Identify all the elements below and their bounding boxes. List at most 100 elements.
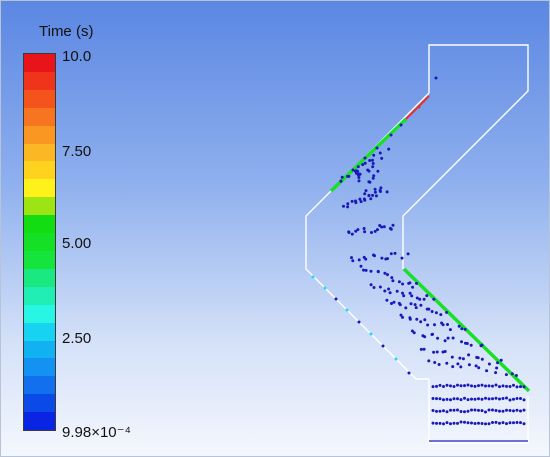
particle [369,332,373,336]
particle [362,197,366,201]
particle [452,397,456,401]
particle [339,179,343,183]
particle [413,303,417,307]
particle [419,347,423,351]
particle [378,151,382,155]
particle [375,146,379,150]
particle [508,421,512,425]
particle [342,204,345,208]
color-band [24,125,55,144]
particle [409,302,413,306]
particle [364,257,368,261]
particle [459,365,463,369]
particle [438,421,442,425]
contact-belts [329,95,531,393]
particle [522,385,526,389]
particle [389,252,393,256]
particle [470,408,473,412]
particle [480,383,484,387]
particle [351,259,355,263]
particle [495,366,499,370]
particle [379,186,383,190]
particle [456,421,459,425]
particle [311,275,315,279]
particle [435,350,439,354]
particle [389,227,393,231]
color-band [24,233,55,251]
particle [458,356,462,360]
particle [431,332,434,336]
particle [410,294,414,298]
particle [425,307,429,311]
particle [456,408,459,412]
color-band [24,250,55,269]
particle [499,358,503,362]
particle [390,276,394,280]
particle [425,294,429,298]
particle [445,421,449,425]
particle [437,363,441,366]
particle [477,408,480,412]
particle [466,409,470,413]
particle [480,357,484,361]
particle [512,421,515,425]
particle [467,363,471,367]
particle [354,229,358,233]
upper-belt-red-segment [405,95,430,120]
particle [372,253,375,257]
particle [435,409,438,413]
particle [371,158,374,162]
particle [362,227,366,230]
particle [463,396,466,400]
particle [350,256,353,260]
particle [515,408,519,412]
particle [369,283,373,287]
particle [473,397,477,401]
particle [452,385,456,388]
particle [363,230,367,234]
particle [435,397,438,401]
particle [366,168,370,172]
particle [505,396,508,400]
particle [463,410,466,414]
color-band [24,197,55,216]
particle [512,397,515,401]
color-band [24,304,55,323]
particle [480,422,484,425]
particle [498,409,501,413]
particle [404,306,408,310]
particle [442,422,445,426]
particle [442,385,445,388]
particle [463,384,466,388]
particle [515,421,519,424]
chute-outline-left [305,92,430,380]
particle [451,336,455,340]
particle [451,365,455,369]
particle [463,420,466,424]
particle [402,294,406,298]
particle [448,328,452,332]
particle [401,282,405,286]
particle [433,323,436,327]
particle [446,336,450,340]
particle [480,397,484,401]
particle [346,202,350,206]
particle [391,223,395,227]
particle [386,257,389,261]
particle [508,385,512,388]
particle [484,384,487,388]
particle [369,269,373,273]
particle [381,344,385,348]
particle [430,310,434,313]
particle [334,297,338,301]
particle [399,313,403,317]
particle [361,163,365,167]
color-band [24,286,55,305]
particle [491,408,494,412]
particle [449,384,452,388]
color-band [24,215,55,234]
color-band [24,54,55,72]
particle [385,190,389,194]
color-band [24,394,55,413]
